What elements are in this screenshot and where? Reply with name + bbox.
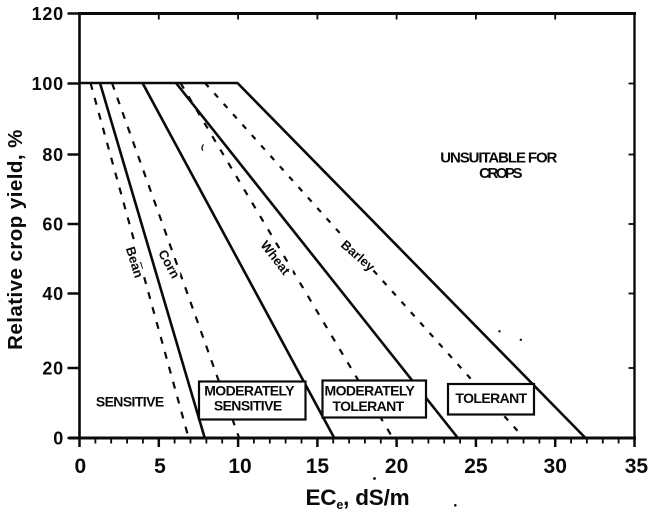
svg-text:0: 0 bbox=[53, 429, 64, 449]
svg-text:25: 25 bbox=[464, 455, 488, 478]
svg-text:UNSUITABLE FOR: UNSUITABLE FOR bbox=[440, 149, 557, 166]
svg-text:SENSITIVE: SENSITIVE bbox=[96, 394, 164, 410]
svg-text:TOLERANT: TOLERANT bbox=[332, 398, 404, 414]
svg-text:40: 40 bbox=[42, 284, 64, 304]
svg-text:35: 35 bbox=[625, 455, 649, 478]
svg-text:0: 0 bbox=[74, 455, 86, 478]
svg-text:20: 20 bbox=[385, 455, 408, 478]
svg-text:TOLERANT: TOLERANT bbox=[455, 390, 527, 406]
svg-text:60: 60 bbox=[42, 215, 64, 235]
svg-text:SENSITIVE: SENSITIVE bbox=[214, 397, 282, 413]
svg-text:80: 80 bbox=[42, 145, 64, 165]
svg-text:10: 10 bbox=[228, 455, 251, 478]
svg-text:120: 120 bbox=[32, 4, 64, 24]
svg-text:100: 100 bbox=[32, 74, 64, 94]
svg-text:5: 5 bbox=[154, 455, 166, 478]
svg-text:ECe, dS/m: ECe, dS/m bbox=[306, 485, 410, 512]
svg-text:30: 30 bbox=[544, 455, 567, 478]
svg-text:MODERATELY: MODERATELY bbox=[325, 383, 416, 399]
svg-text:MODERATELY: MODERATELY bbox=[204, 382, 295, 398]
svg-text:Relative crop yield, %: Relative crop yield, % bbox=[4, 129, 27, 350]
svg-text:15: 15 bbox=[306, 455, 330, 478]
svg-text:20: 20 bbox=[42, 359, 64, 379]
svg-text:CROPS: CROPS bbox=[479, 165, 522, 182]
